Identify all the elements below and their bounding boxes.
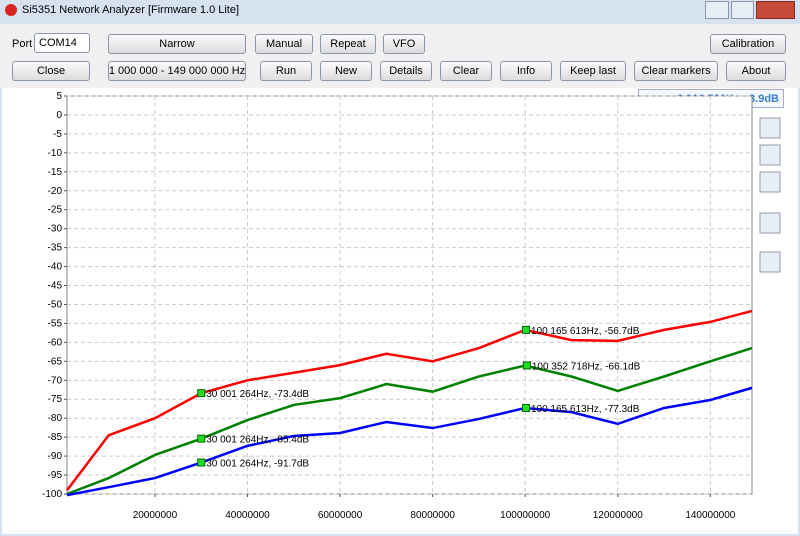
x-tick-label: 80000000 bbox=[410, 510, 455, 521]
toolbar-button[interactable]: Manual bbox=[255, 34, 313, 54]
y-tick-label: -50 bbox=[48, 299, 63, 310]
y-tick-label: -15 bbox=[48, 167, 63, 178]
marker bbox=[197, 458, 206, 467]
y-tick-label: -90 bbox=[48, 451, 63, 462]
title-icon bbox=[5, 4, 17, 16]
y-tick-label: -20 bbox=[48, 186, 63, 197]
plot-frame bbox=[66, 95, 753, 495]
toolbar-button[interactable]: Narrow bbox=[108, 34, 246, 54]
y-tick-label: -85 bbox=[48, 432, 63, 443]
marker bbox=[197, 389, 206, 398]
marker bbox=[521, 403, 530, 412]
toolbar-button[interactable]: Info bbox=[500, 61, 552, 81]
toolbar-button[interactable]: New bbox=[320, 61, 372, 81]
marker-label: 100 165 613Hz, -56.7dB bbox=[531, 326, 640, 337]
y-tick-label: 5 bbox=[56, 91, 62, 102]
toolbar-button[interactable]: 1 000 000 - 149 000 000 Hz bbox=[108, 61, 246, 81]
y-tick-label: -55 bbox=[48, 318, 63, 329]
y-tick-label: -45 bbox=[48, 281, 63, 292]
y-tick-label: -100 bbox=[42, 489, 62, 500]
marker-label: 30 001 264Hz, -85.4dB bbox=[206, 435, 309, 446]
series-line bbox=[66, 309, 753, 491]
series-line bbox=[66, 386, 753, 497]
toolbar-button[interactable]: Calibration bbox=[710, 34, 786, 54]
y-tick-label: 0 bbox=[56, 110, 62, 121]
zoom-icon[interactable] bbox=[759, 117, 781, 139]
y-tick-label: -95 bbox=[48, 470, 63, 481]
port-label: Port bbox=[12, 38, 33, 50]
y-tick-label: -75 bbox=[48, 394, 63, 405]
y-tick-label: -40 bbox=[48, 262, 63, 273]
y-tick-label: -80 bbox=[48, 413, 63, 424]
marker bbox=[522, 361, 531, 370]
marker-label: 30 001 264Hz, -73.4dB bbox=[206, 389, 309, 400]
marker-label: 30 001 264Hz, -91.7dB bbox=[206, 459, 309, 470]
marker bbox=[521, 325, 530, 334]
y-tick-label: -65 bbox=[48, 356, 63, 367]
y-tick-label: -30 bbox=[48, 224, 63, 235]
toolbar-button[interactable]: Clear markers bbox=[634, 61, 718, 81]
toolbar-button[interactable]: Run bbox=[260, 61, 312, 81]
toolbar-button[interactable]: Keep last bbox=[560, 61, 626, 81]
port-combo[interactable]: COM14 bbox=[34, 33, 90, 53]
window-controls[interactable] bbox=[705, 1, 795, 19]
toolbar-button[interactable]: Repeat bbox=[320, 34, 376, 54]
graph-icon[interactable] bbox=[759, 212, 781, 234]
y-tick-label: -25 bbox=[48, 205, 63, 216]
y-tick-label: -35 bbox=[48, 243, 63, 254]
y-tick-label: -5 bbox=[53, 129, 62, 140]
x-tick-label: 40000000 bbox=[225, 510, 270, 521]
save-icon[interactable] bbox=[759, 251, 781, 273]
toolbar-button[interactable]: VFO bbox=[383, 34, 425, 54]
series-line bbox=[66, 346, 753, 496]
marker-label: 100 165 613Hz, -77.3dB bbox=[531, 404, 640, 415]
toolbar-button[interactable]: About bbox=[726, 61, 786, 81]
toolbar-button[interactable]: Close bbox=[12, 61, 90, 81]
fit-icon[interactable] bbox=[759, 144, 781, 166]
marker-label: 100 352 718Hz, -66.1dB bbox=[532, 362, 641, 373]
toolbar-button[interactable]: Details bbox=[380, 61, 432, 81]
x-tick-label: 20000000 bbox=[133, 510, 178, 521]
x-tick-label: 140000000 bbox=[685, 510, 735, 521]
scale-icon[interactable] bbox=[759, 171, 781, 193]
x-tick-label: 60000000 bbox=[318, 510, 363, 521]
y-tick-label: -60 bbox=[48, 337, 63, 348]
toolbar-button[interactable]: Clear bbox=[440, 61, 492, 81]
y-tick-label: -10 bbox=[48, 148, 63, 159]
marker bbox=[197, 434, 206, 443]
x-tick-label: 100000000 bbox=[500, 510, 550, 521]
x-tick-label: 120000000 bbox=[593, 510, 643, 521]
window-title: Si5351 Network Analyzer [Firmware 1.0 Li… bbox=[22, 4, 240, 16]
y-tick-label: -70 bbox=[48, 375, 63, 386]
